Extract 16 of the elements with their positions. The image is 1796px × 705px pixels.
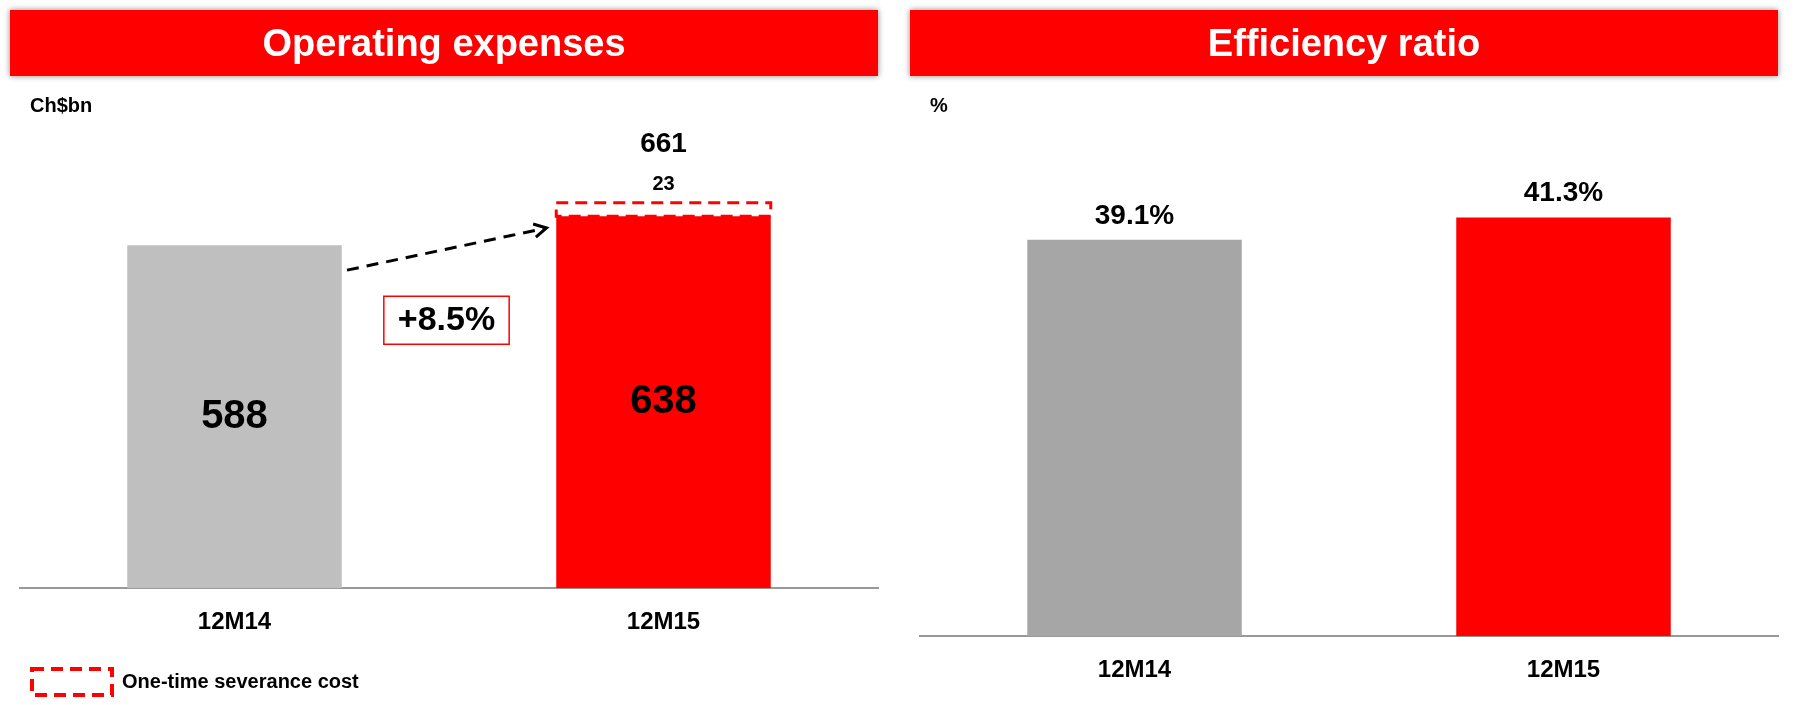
chart-title: Operating expenses [10, 10, 878, 76]
x-tick-label: 12M14 [197, 607, 272, 635]
data-label: 23 [652, 172, 675, 195]
x-tick-label: 12M15 [1526, 655, 1601, 683]
data-label: 41.3% [1523, 176, 1604, 208]
data-label: 39.1% [1094, 198, 1175, 230]
y-axis-title: % [930, 94, 948, 117]
data-label: 638 [630, 377, 697, 422]
total-label: 661 [640, 127, 687, 159]
chart-title: Efficiency ratio [910, 10, 1778, 76]
legend-label: One-time severance cost [122, 669, 360, 692]
data-label: 588 [201, 391, 268, 436]
x-tick-label: 12M15 [626, 607, 701, 635]
annotation: +8.5% [397, 298, 496, 337]
x-tick-label: 12M14 [1097, 655, 1172, 683]
y-axis-title: Ch$bn [30, 94, 93, 117]
